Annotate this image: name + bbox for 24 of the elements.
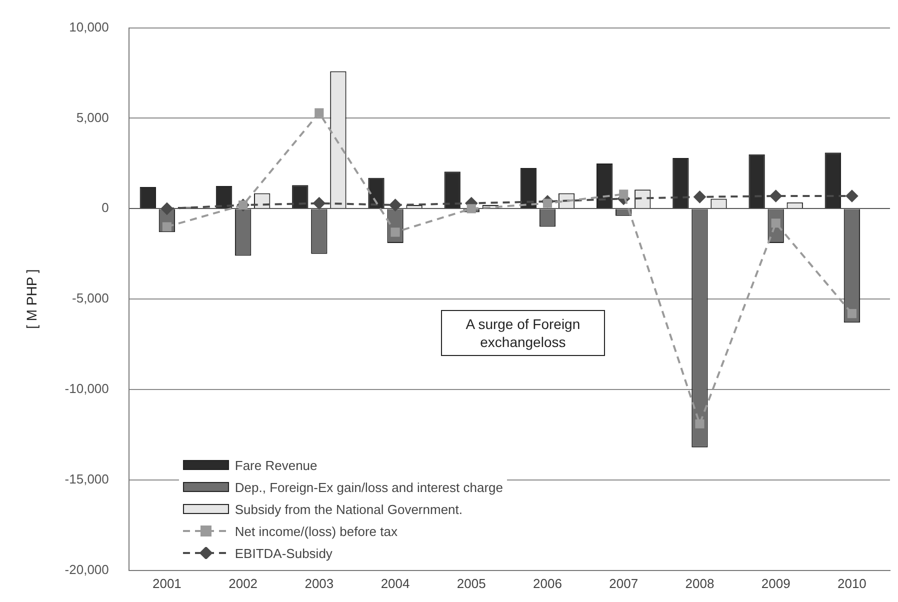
legend-label: Subsidy from the National Government. bbox=[234, 502, 462, 517]
x-tick-label: 2004 bbox=[380, 576, 410, 591]
x-tick-label: 2002 bbox=[228, 576, 258, 591]
y-tick-label: -5,000 bbox=[72, 290, 109, 306]
x-tick-label: 2008 bbox=[685, 576, 714, 591]
x-tick-label: 2009 bbox=[761, 576, 790, 591]
y-tick-label: -10,000 bbox=[64, 381, 109, 396]
y-tick-label: -20,000 bbox=[64, 562, 109, 577]
x-tick-label: 2003 bbox=[304, 576, 334, 591]
y-tick-label: 0 bbox=[102, 200, 109, 216]
y-tick-label: 10,000 bbox=[69, 19, 109, 34]
x-tick-label: 2005 bbox=[456, 576, 486, 591]
y-tick-label: 5,000 bbox=[76, 110, 109, 125]
legend-label: EBITDA-Subsidy bbox=[234, 546, 332, 561]
x-tick-label: 2001 bbox=[152, 576, 182, 591]
legend-label: Dep., Foreign-Ex gain/loss and interest charge bbox=[234, 480, 503, 495]
x-tick-label: 2007 bbox=[609, 576, 638, 591]
y-axis-title: [ M PHP ] bbox=[23, 269, 40, 329]
y-tick-label: -15,000 bbox=[64, 472, 109, 487]
legend-label: Fare Revenue bbox=[234, 458, 318, 473]
callout-box: A surge of Foreign exchangeloss bbox=[440, 310, 605, 356]
x-tick-label: 2010 bbox=[837, 576, 866, 591]
x-tick-label: 2006 bbox=[533, 576, 562, 591]
legend-label: Net income/(loss) before tax bbox=[234, 524, 398, 539]
